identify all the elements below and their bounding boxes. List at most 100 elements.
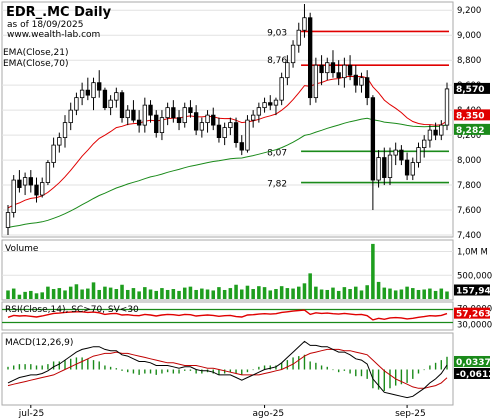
last-price-badge-bg (454, 82, 490, 94)
volume-bar (63, 290, 67, 299)
candle-body (302, 17, 307, 31)
macd-histogram-bar (366, 369, 368, 379)
volume-bar (120, 284, 124, 299)
candle-body (17, 179, 22, 188)
volume-bar (279, 286, 284, 299)
candle-body (45, 162, 51, 183)
price-tick-label: 9,200 (457, 6, 481, 16)
volume-bar (205, 289, 210, 299)
volume-bar (17, 294, 22, 299)
macd-histogram-bar (24, 364, 26, 370)
volume-axis: 1,0M M 500,000 157,940 (454, 248, 496, 296)
volume-bar (393, 290, 398, 299)
candle-body (40, 182, 45, 196)
macd-signal-badge: -0,0612 (456, 370, 494, 380)
candle-body (336, 72, 341, 79)
price-candles (5, 4, 450, 235)
volume-bar (342, 287, 347, 299)
rsi-line (7, 309, 448, 321)
level-label: 8,76 (267, 56, 287, 66)
volume-bar (29, 290, 33, 299)
candle-body (11, 179, 16, 213)
volume-bar (445, 291, 449, 299)
candle-body (57, 137, 62, 146)
source-label: www.wealth-lab.com (7, 30, 100, 40)
macd-histogram-bar (377, 369, 380, 390)
candle-body (256, 107, 262, 116)
volume-bar (23, 291, 27, 299)
macd-histogram-bar (241, 369, 243, 375)
macd-histogram-bar (109, 366, 112, 370)
macd-histogram-bar (303, 354, 306, 370)
as-of-date: as of 18/09/2025 (7, 20, 83, 30)
candle-body (313, 64, 319, 99)
volume-bar (336, 290, 341, 299)
volume-bar (251, 289, 255, 299)
macd-histogram-bar (269, 365, 271, 370)
candle-body (370, 97, 376, 181)
x-tick-label: sep-25 (395, 409, 426, 419)
volume-bar (11, 288, 16, 299)
candle-body (250, 114, 256, 121)
macd-histogram-bar (355, 369, 357, 377)
volume-bar (262, 287, 267, 299)
candle-body (108, 99, 113, 109)
candle-body (211, 114, 216, 126)
volume-bar (125, 289, 130, 299)
candle-body (427, 129, 433, 141)
candle-body (376, 157, 381, 181)
x-tick-label: ago-25 (253, 409, 285, 419)
candle-body (382, 157, 387, 178)
price-tick-label: 7,600 (457, 206, 481, 216)
macd-histogram-bar (7, 366, 9, 370)
candle-body (68, 109, 73, 124)
macd-histogram-bar (115, 368, 118, 370)
rsi-label: RSI(Close,14), SC>70, SV<30 (5, 305, 139, 315)
volume-gridlines (2, 251, 453, 276)
volume-bar (51, 289, 56, 299)
macd-signal-line (7, 348, 448, 389)
candle-body (79, 89, 85, 99)
candle-body (433, 129, 438, 136)
volume-bar (222, 289, 227, 299)
volume-bar (40, 292, 44, 299)
volume-bar (268, 290, 273, 299)
candle-body (74, 97, 79, 111)
candle-body (119, 92, 125, 119)
rsi-last-badge-bg (454, 307, 490, 319)
candle-body (205, 114, 210, 124)
volume-bar (416, 289, 421, 299)
candle-body (91, 82, 96, 99)
candle-body (325, 62, 330, 74)
macd-histogram-bar (446, 356, 448, 370)
candle-body (410, 162, 415, 176)
macd-panel-frame (1, 332, 454, 406)
candle-body (171, 107, 176, 119)
macd-histogram-bar (315, 362, 317, 370)
macd-histogram-bar (64, 360, 66, 370)
macd-signal-badge-bg (454, 367, 490, 379)
x-axis: jul-25 ago-25 sep-25 (18, 405, 426, 419)
ema21-line (7, 75, 448, 209)
candle-body (347, 64, 353, 76)
macd-histogram-bar (30, 364, 32, 370)
macd-histogram-bar (246, 369, 249, 373)
volume-bar (34, 293, 39, 299)
price-tick-label: 8,000 (457, 156, 481, 166)
volume-bar (285, 288, 290, 299)
volume-last-badge: 157,940 (456, 286, 496, 296)
candle-body (387, 154, 393, 178)
volume-bar (319, 289, 324, 299)
macd-histogram-bar (280, 362, 283, 370)
last-price-badge: 8,570 (456, 85, 484, 95)
macd-histogram-bar (229, 369, 232, 373)
macd-histogram-bar (212, 369, 214, 374)
macd-histogram-bar (309, 361, 311, 370)
ema70-legend: EMA(Close,70) (3, 59, 68, 69)
volume-bar (160, 288, 164, 299)
volume-bar (80, 289, 84, 299)
volume-bar (291, 288, 295, 299)
price-badges: 8,570 8,350 8,282 (454, 82, 490, 136)
macd-histogram-bar (394, 369, 397, 386)
volume-bar (428, 288, 432, 299)
